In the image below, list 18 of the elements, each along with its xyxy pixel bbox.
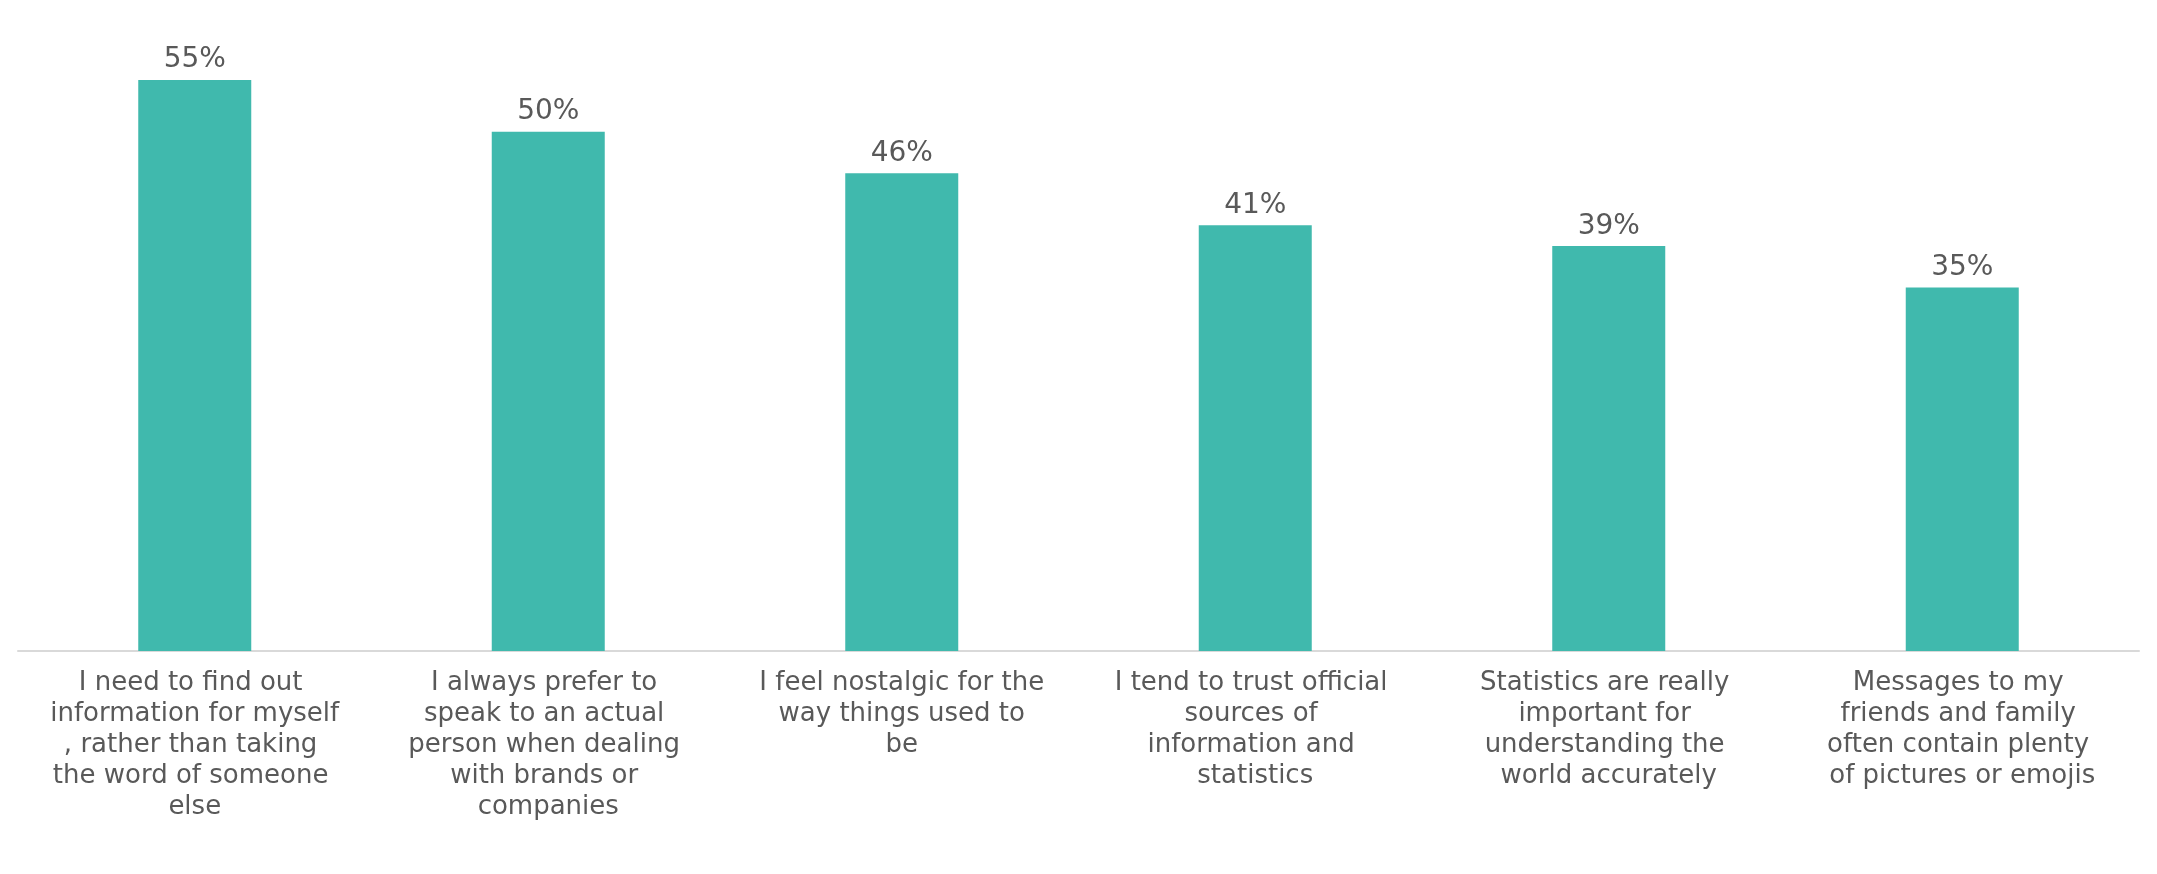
- x-tick-label: Statistics are really important for understanding the world accurately: [1479, 665, 1738, 789]
- data-label: 55%: [163, 41, 226, 75]
- x-tick-label: I need to find out information for myself, rather than taking the word of someone else: [50, 665, 341, 820]
- x-tick-label: I always prefer to speak to an actual person when dealing with brands or companies: [408, 665, 689, 820]
- x-tick-label: Messages to my friends and family often contain plenty of pictures or emojis: [1827, 665, 2098, 789]
- data-label: 41%: [1224, 186, 1287, 220]
- bar: [1198, 225, 1312, 651]
- x-tick-label: I feel nostalgic for the way things used to be: [759, 665, 1045, 758]
- bar: [138, 79, 252, 651]
- bar: [845, 173, 959, 651]
- data-label: 50%: [517, 93, 580, 127]
- x-tick-label: I tend to trust official sources of information and statistics: [1114, 665, 1396, 789]
- bar: [1552, 246, 1666, 651]
- bar: [491, 131, 605, 651]
- bar: [1905, 287, 2019, 651]
- data-label: 46%: [870, 134, 933, 168]
- data-label: 39%: [1577, 207, 1640, 241]
- data-label: 35%: [1931, 249, 1994, 283]
